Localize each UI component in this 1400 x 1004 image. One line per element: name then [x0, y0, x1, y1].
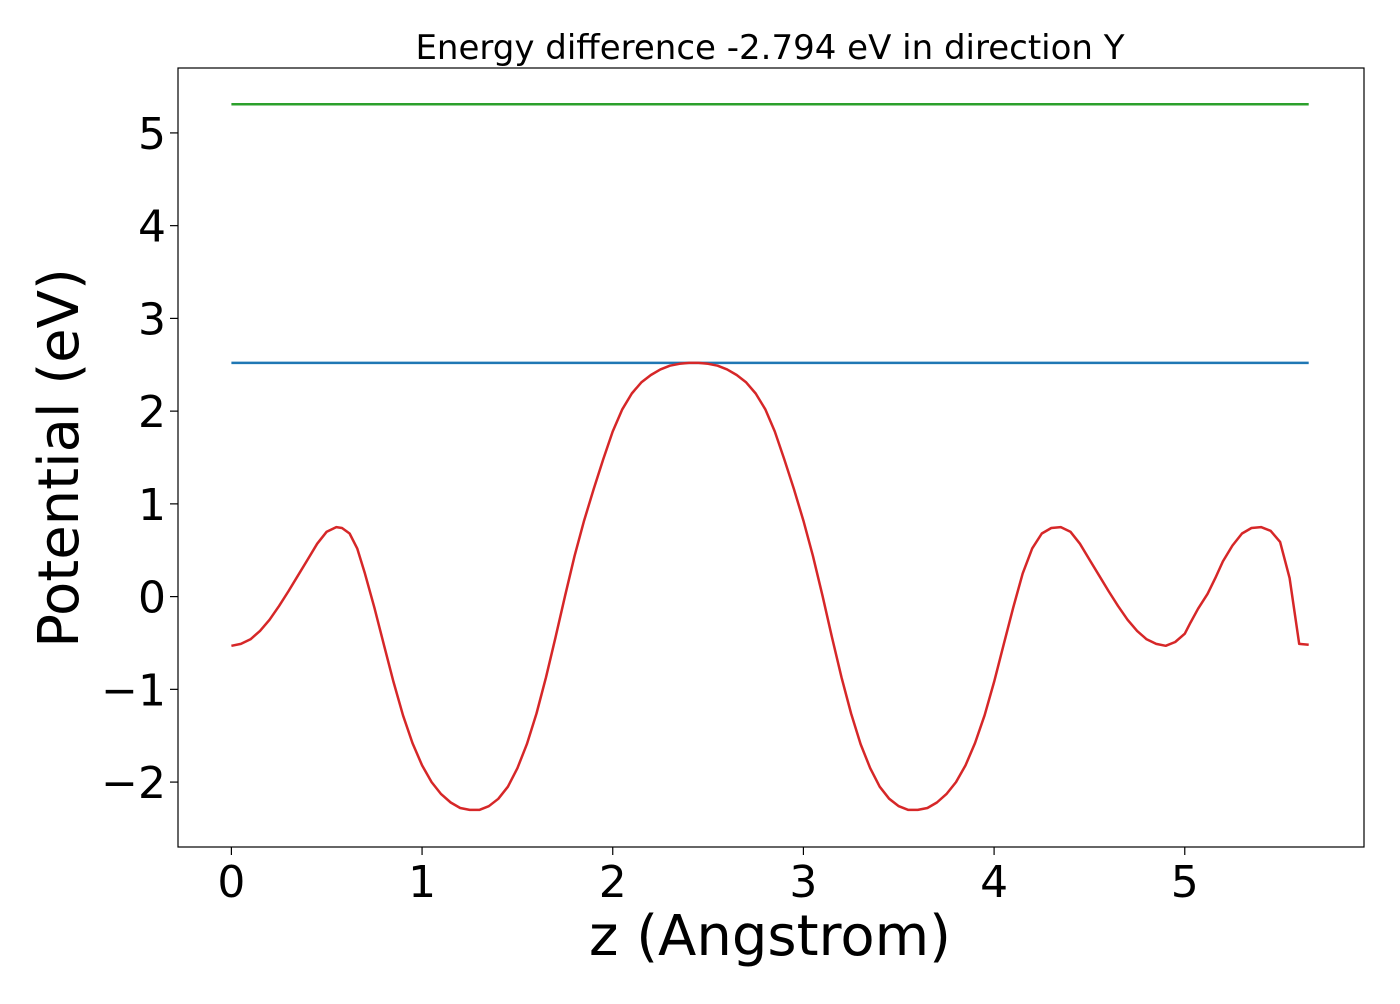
- y-tick-label: 5: [138, 109, 166, 160]
- y-tick-label: 2: [138, 387, 166, 438]
- y-tick-label: 0: [138, 573, 166, 624]
- x-axis: 0 1 2 3 4 5: [217, 847, 1199, 908]
- series-line-3: [231, 361, 1309, 812]
- y-tick-label: −2: [101, 758, 166, 809]
- x-tick-label: 4: [980, 857, 1008, 908]
- x-tick-label: 2: [599, 857, 627, 908]
- x-tick-label: 1: [408, 857, 436, 908]
- x-tick-label: 3: [789, 857, 817, 908]
- x-axis-label: z (Angstrom): [589, 904, 951, 969]
- x-tick-label: 5: [1171, 857, 1199, 908]
- y-tick-label: 1: [138, 480, 166, 531]
- y-axis: −2 −1 0 1 2 3 4 5: [101, 109, 178, 809]
- y-tick-label: 3: [138, 294, 166, 345]
- plot-area: [231, 102, 1309, 812]
- chart-title: Energy difference -2.794 eV in direction…: [415, 28, 1124, 68]
- y-axis-label: Potential (eV): [27, 268, 92, 648]
- x-tick-label: 0: [217, 857, 245, 908]
- axes-frame: [177, 67, 1365, 848]
- y-tick-label: 4: [138, 202, 166, 253]
- y-tick-label: −1: [101, 665, 166, 716]
